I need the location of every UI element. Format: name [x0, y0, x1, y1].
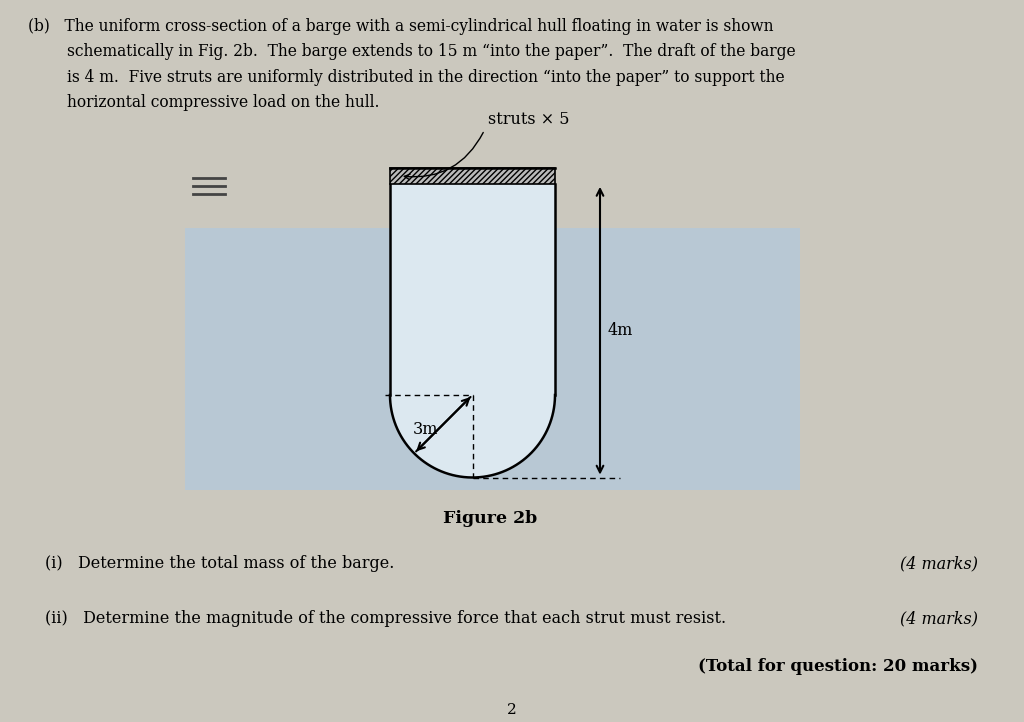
Text: (ii)   Determine the magnitude of the compressive force that each strut must res: (ii) Determine the magnitude of the comp…: [45, 610, 726, 627]
Text: 4m: 4m: [608, 322, 634, 339]
Text: (i)   Determine the total mass of the barge.: (i) Determine the total mass of the barg…: [45, 555, 394, 572]
Bar: [390, 184, 555, 395]
Text: (4 marks): (4 marks): [900, 555, 978, 572]
Text: Figure 2b: Figure 2b: [442, 510, 538, 527]
Polygon shape: [390, 395, 555, 477]
Bar: [185, 228, 800, 490]
Text: (Total for question: 20 marks): (Total for question: 20 marks): [698, 658, 978, 675]
Text: (b)   The uniform cross-section of a barge with a semi-cylindrical hull floating: (b) The uniform cross-section of a barge…: [28, 18, 796, 111]
Bar: [390, 168, 555, 184]
Text: struts × 5: struts × 5: [487, 111, 569, 128]
Text: 3m: 3m: [413, 421, 438, 438]
Text: 2: 2: [507, 703, 517, 717]
Text: (4 marks): (4 marks): [900, 610, 978, 627]
